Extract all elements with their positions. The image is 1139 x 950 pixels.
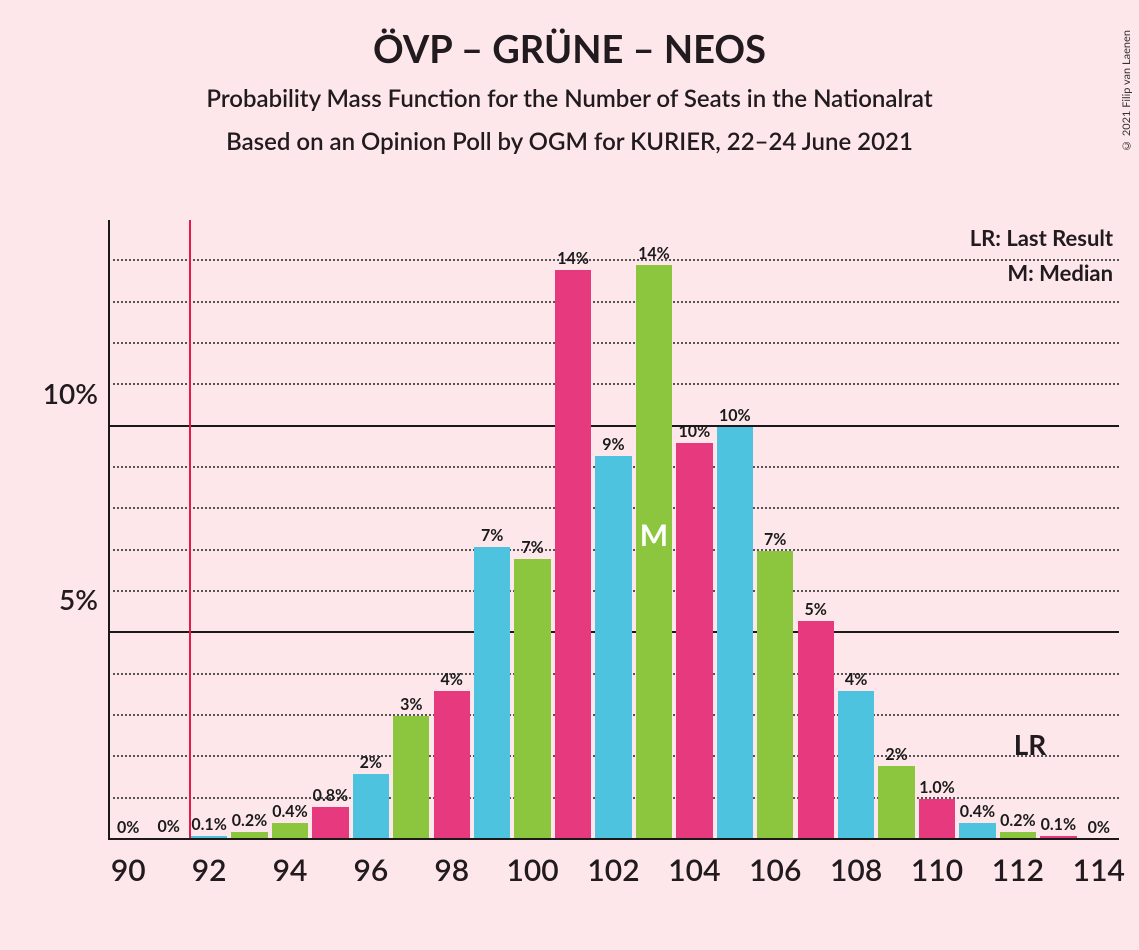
x-axis-tick-label: 92 — [192, 840, 227, 888]
bar-value-label: 5% — [804, 600, 826, 621]
bar-value-label: 10% — [679, 422, 711, 443]
chart-container: LR: Last Result M: Median 5% 10% 0% 0% 0.1% 0… — [0, 220, 1139, 900]
x-axis-tick-label: 90 — [111, 840, 146, 888]
legend-lr: LR: Last Result — [970, 224, 1113, 251]
grid-minor — [108, 301, 1119, 303]
grid-minor — [108, 259, 1119, 261]
x-axis-tick-label: 110 — [911, 840, 963, 888]
bar-value-label: 9% — [602, 435, 624, 456]
pmf-bar: 7% — [474, 547, 510, 840]
bar-value-label: 0.4% — [272, 802, 307, 823]
chart-subtitle-1: Probability Mass Function for the Number… — [0, 84, 1139, 113]
chart-title: ÖVP – GRÜNE – NEOS — [0, 26, 1139, 72]
bar-value-label: 14% — [638, 244, 670, 265]
chart-titles: ÖVP – GRÜNE – NEOS Probability Mass Func… — [0, 26, 1139, 156]
grid-minor — [108, 342, 1119, 344]
pmf-bar: 14% — [555, 270, 591, 840]
bar-value-label: 0.8% — [313, 786, 348, 807]
bar-value-label: 2% — [360, 753, 382, 774]
pmf-bar: 7% — [757, 551, 793, 840]
x-axis-tick-label: 96 — [353, 840, 388, 888]
pmf-bar: 4% — [434, 691, 470, 840]
grid-major — [108, 425, 1119, 427]
chart-subtitle-2: Based on an Opinion Poll by OGM for KURI… — [0, 127, 1139, 156]
pmf-bar: 7% — [514, 559, 550, 840]
bar-value-label: 0.2% — [1000, 811, 1035, 832]
x-axis-tick-label: 106 — [749, 840, 801, 888]
bar-value-label: 0% — [157, 817, 179, 838]
bar-value-label: 7% — [481, 526, 503, 547]
y-axis-tick-label: 10% — [43, 376, 108, 410]
last-result-label: LR — [1014, 727, 1047, 761]
bar-value-label: 0.4% — [960, 802, 995, 823]
x-axis-tick-label: 98 — [434, 840, 469, 888]
pmf-bar: 10% — [676, 443, 712, 840]
pmf-bar: 2% — [353, 774, 389, 840]
x-axis-tick-label: 114 — [1073, 840, 1125, 888]
bar-value-label: 0.1% — [191, 815, 226, 836]
pmf-bar: 1.0% — [919, 799, 955, 840]
copyright-text: © 2021 Filip van Laenen — [1120, 30, 1133, 152]
bar-value-label: 2% — [885, 745, 907, 766]
pmf-bar: 9% — [595, 456, 631, 840]
bar-value-label: 0% — [117, 818, 139, 839]
bar-value-label: 4% — [845, 670, 867, 691]
plot-area: LR: Last Result M: Median 5% 10% 0% 0% 0.1% 0… — [108, 220, 1119, 840]
x-axis-tick-label: 112 — [992, 840, 1044, 888]
x-axis-tick-label: 94 — [273, 840, 308, 888]
y-axis-tick-label: 5% — [59, 582, 108, 616]
chart-legend: LR: Last Result M: Median — [970, 224, 1113, 286]
y-axis — [108, 220, 110, 840]
bar-value-label: 0.2% — [232, 811, 267, 832]
bar-value-label: 3% — [400, 695, 422, 716]
bar-value-label: 1.0% — [919, 778, 954, 799]
bar-value-label: 7% — [521, 538, 543, 559]
bar-value-label: 14% — [557, 249, 589, 270]
x-axis-tick-label: 100 — [507, 840, 559, 888]
x-axis-tick-label: 108 — [830, 840, 882, 888]
pmf-bar: 14% — [636, 265, 672, 840]
pmf-bar: 10% — [717, 427, 753, 840]
pmf-bar: 4% — [838, 691, 874, 840]
x-axis-tick-label: 104 — [668, 840, 720, 888]
pmf-bar: 2% — [878, 766, 914, 840]
bar-value-label: 0.1% — [1041, 815, 1076, 836]
grid-minor — [108, 383, 1119, 385]
bar-value-label: 4% — [441, 670, 463, 691]
pmf-bar: 3% — [393, 716, 429, 840]
x-axis-tick-label: 102 — [587, 840, 639, 888]
pmf-bar: 5% — [798, 621, 834, 840]
bar-value-label: 0% — [1088, 818, 1110, 839]
bar-value-label: 7% — [764, 530, 786, 551]
last-result-line — [189, 220, 191, 840]
bar-value-label: 10% — [719, 406, 751, 427]
legend-median: M: Median — [970, 259, 1113, 286]
pmf-bar: 0.8% — [312, 807, 348, 840]
median-marker: M — [640, 517, 668, 553]
